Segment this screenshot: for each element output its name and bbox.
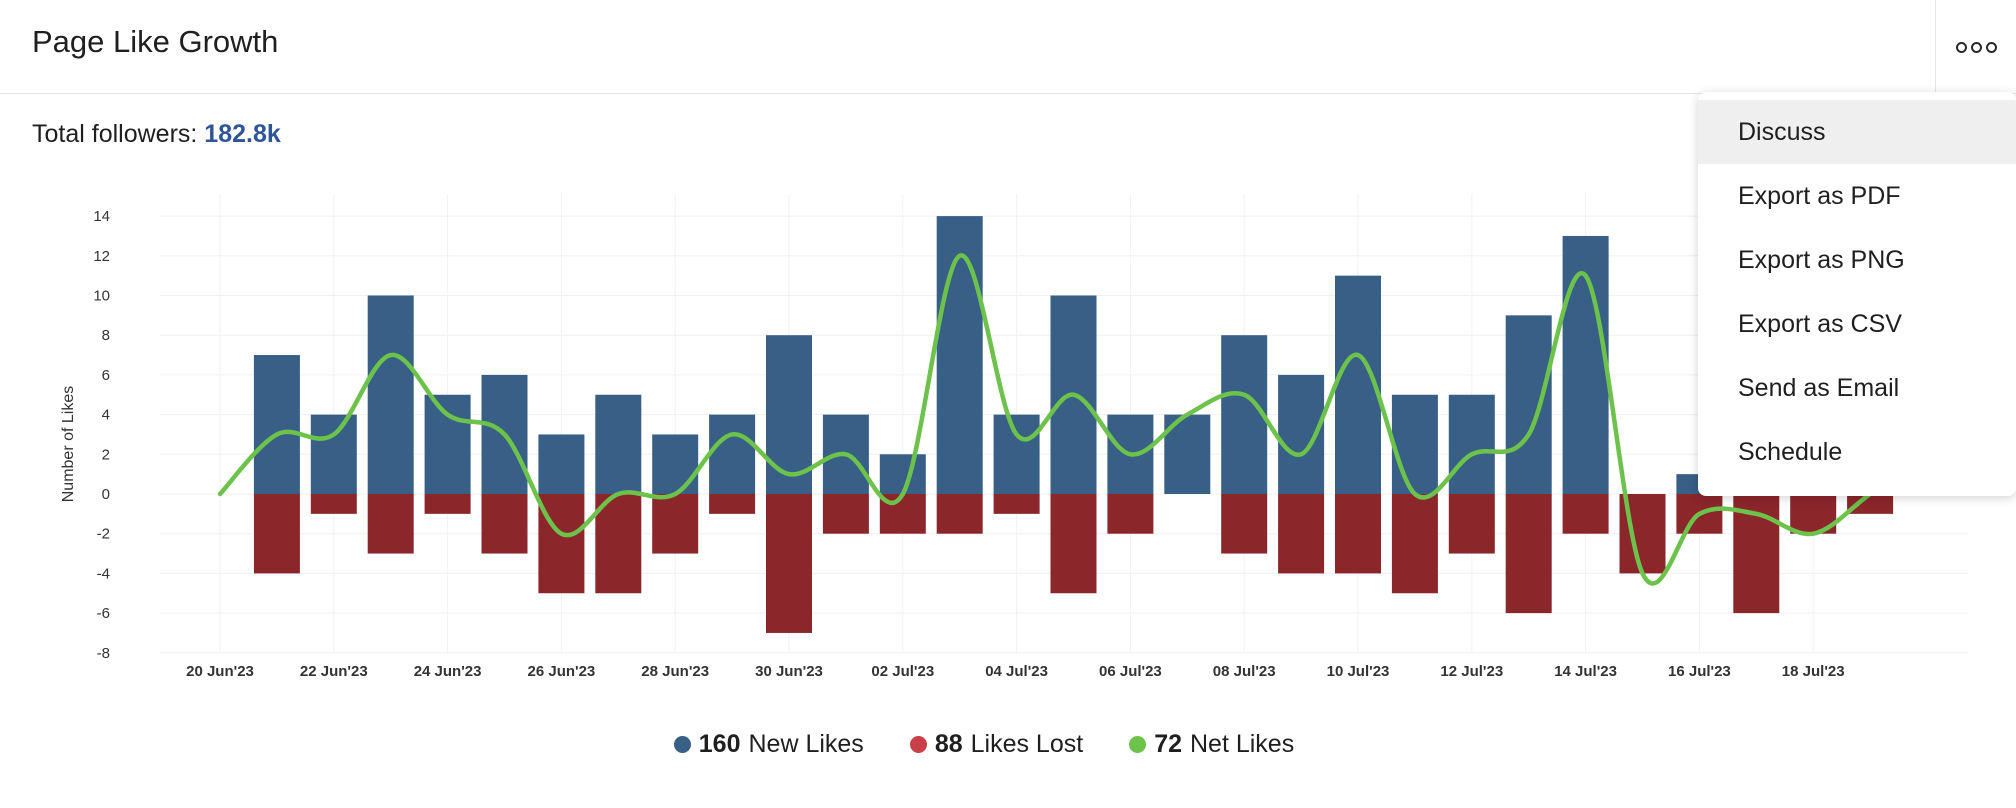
menu-item-send-email[interactable]: Send as Email [1738,374,1900,402]
x-tick-label: 16 Jul'23 [1668,663,1731,680]
bar-likes-lost [993,494,1040,514]
x-tick-label: 02 Jul'23 [871,663,934,680]
bar-likes-lost [481,494,528,554]
menu-item-export-pdf[interactable]: Export as PDF [1738,182,1901,210]
bar-new-likes [595,394,642,494]
bar-likes-lost [709,494,756,514]
x-tick-label: 22 Jun'23 [300,663,368,680]
chart-legend: 160 New Likes 88 Likes Lost 72 Net Likes [0,726,1968,762]
total-followers: Total followers: 182.8k [32,120,281,149]
legend-count: 72 [1154,729,1182,758]
bar-likes-lost [367,494,414,554]
legend-count: 160 [698,729,741,758]
legend-item-new-likes[interactable]: 160 New Likes [673,729,864,759]
y-tick-label: 0 [102,486,110,503]
legend-label: New Likes [748,729,864,758]
x-tick-label: 24 Jun'23 [414,663,482,680]
x-tick-label: 30 Jun'23 [755,663,823,680]
bar-likes-lost [766,494,812,633]
menu-item-schedule[interactable]: Schedule [1738,438,1843,466]
bar-likes-lost [1221,494,1268,554]
x-tick-label: 06 Jul'23 [1099,663,1162,680]
total-followers-value: 182.8k [204,120,281,148]
bar-likes-lost [1335,494,1381,574]
y-tick-label: 12 [93,248,110,265]
bar-new-likes [538,434,585,494]
bar-new-likes [709,414,756,494]
bar-new-likes [1221,335,1268,494]
widget-header: Page Like Growth [0,0,2016,94]
menu-item-export-png[interactable]: Export as PNG [1738,246,1905,274]
bar-likes-lost [1505,494,1552,614]
bar-likes-lost [1448,494,1495,554]
bar-new-likes [367,295,414,494]
y-tick-label: 6 [102,367,110,384]
line-net-likes [217,253,1930,586]
more-dot-icon [1970,41,1982,53]
y-tick-label: 14 [93,208,110,225]
x-tick-label: 20 Jun'23 [186,663,254,680]
legend-item-net-likes[interactable]: 72 Net Likes [1129,730,1294,759]
bar-likes-lost [1107,494,1154,534]
legend-label: Likes Lost [970,729,1084,758]
menu-item-export-csv[interactable]: Export as CSV [1738,310,1902,338]
bar-likes-lost [1391,494,1438,594]
bar-likes-lost [936,494,983,534]
y-axis-label: Number of Likes [60,386,77,503]
y-tick-label: 10 [93,288,110,305]
bar-new-likes [652,434,699,494]
legend-swatch [909,735,927,753]
bar-new-likes [253,355,300,494]
x-tick-label: 10 Jul'23 [1327,663,1390,680]
bar-likes-lost [253,494,300,574]
x-tick-label: 28 Jun'23 [641,663,709,680]
bar-likes-lost [1278,494,1325,574]
more-dot-icon [1955,41,1967,53]
more-options-button[interactable] [1936,0,2016,94]
y-tick-label: -6 [97,605,110,622]
x-tick-label: 26 Jun'23 [528,663,596,680]
page-title: Page Like Growth [32,24,279,59]
legend-label: Net Likes [1190,729,1295,758]
menu-item-discuss[interactable]: Discuss [1698,100,2016,164]
bar-likes-lost [652,494,699,554]
y-tick-label: -4 [97,565,110,582]
bar-likes-lost [595,494,642,594]
y-tick-label: -8 [97,645,110,662]
bar-likes-lost [424,494,471,514]
legend-swatch [673,735,691,753]
total-followers-label: Total followers: [32,120,205,148]
bar-likes-lost [822,494,869,534]
y-tick-label: 4 [102,407,110,424]
bar-likes-lost [1562,494,1609,534]
y-tick-label: -2 [97,526,110,543]
more-dot-icon [1985,41,1997,53]
options-menu: Discuss Export as PDF Export as PNG Expo… [1698,92,2016,496]
bar-new-likes [1391,394,1438,494]
header-divider [1935,0,1936,94]
x-tick-label: 18 Jul'23 [1782,663,1845,680]
bar-new-likes [1448,394,1495,494]
bar-new-likes [879,454,926,494]
bar-new-likes [310,414,357,494]
x-tick-label: 08 Jul'23 [1213,663,1276,680]
y-tick-label: 2 [102,446,110,463]
bar-likes-lost [1847,494,1894,514]
legend-swatch [1129,735,1147,753]
x-tick-label: 12 Jul'23 [1440,663,1503,680]
legend-count: 88 [934,729,963,758]
page-like-chart: -8 -6 -4 -2 0 2 4 6 8 10 12 14 20 Jun'23 22 Jun'23 24 … [60,194,1968,680]
bar-likes-lost [310,494,357,514]
x-tick-label: 14 Jul'23 [1554,663,1617,680]
bar-likes-lost [1050,494,1097,594]
x-tick-label: 04 Jul'23 [985,663,1048,680]
legend-item-likes-lost[interactable]: 88 Likes Lost [909,729,1084,759]
bar-new-likes [1505,315,1552,494]
bar-new-likes [424,394,471,494]
bar-new-likes [993,414,1040,494]
bar-new-likes [936,216,983,494]
y-tick-label: 8 [102,327,110,344]
